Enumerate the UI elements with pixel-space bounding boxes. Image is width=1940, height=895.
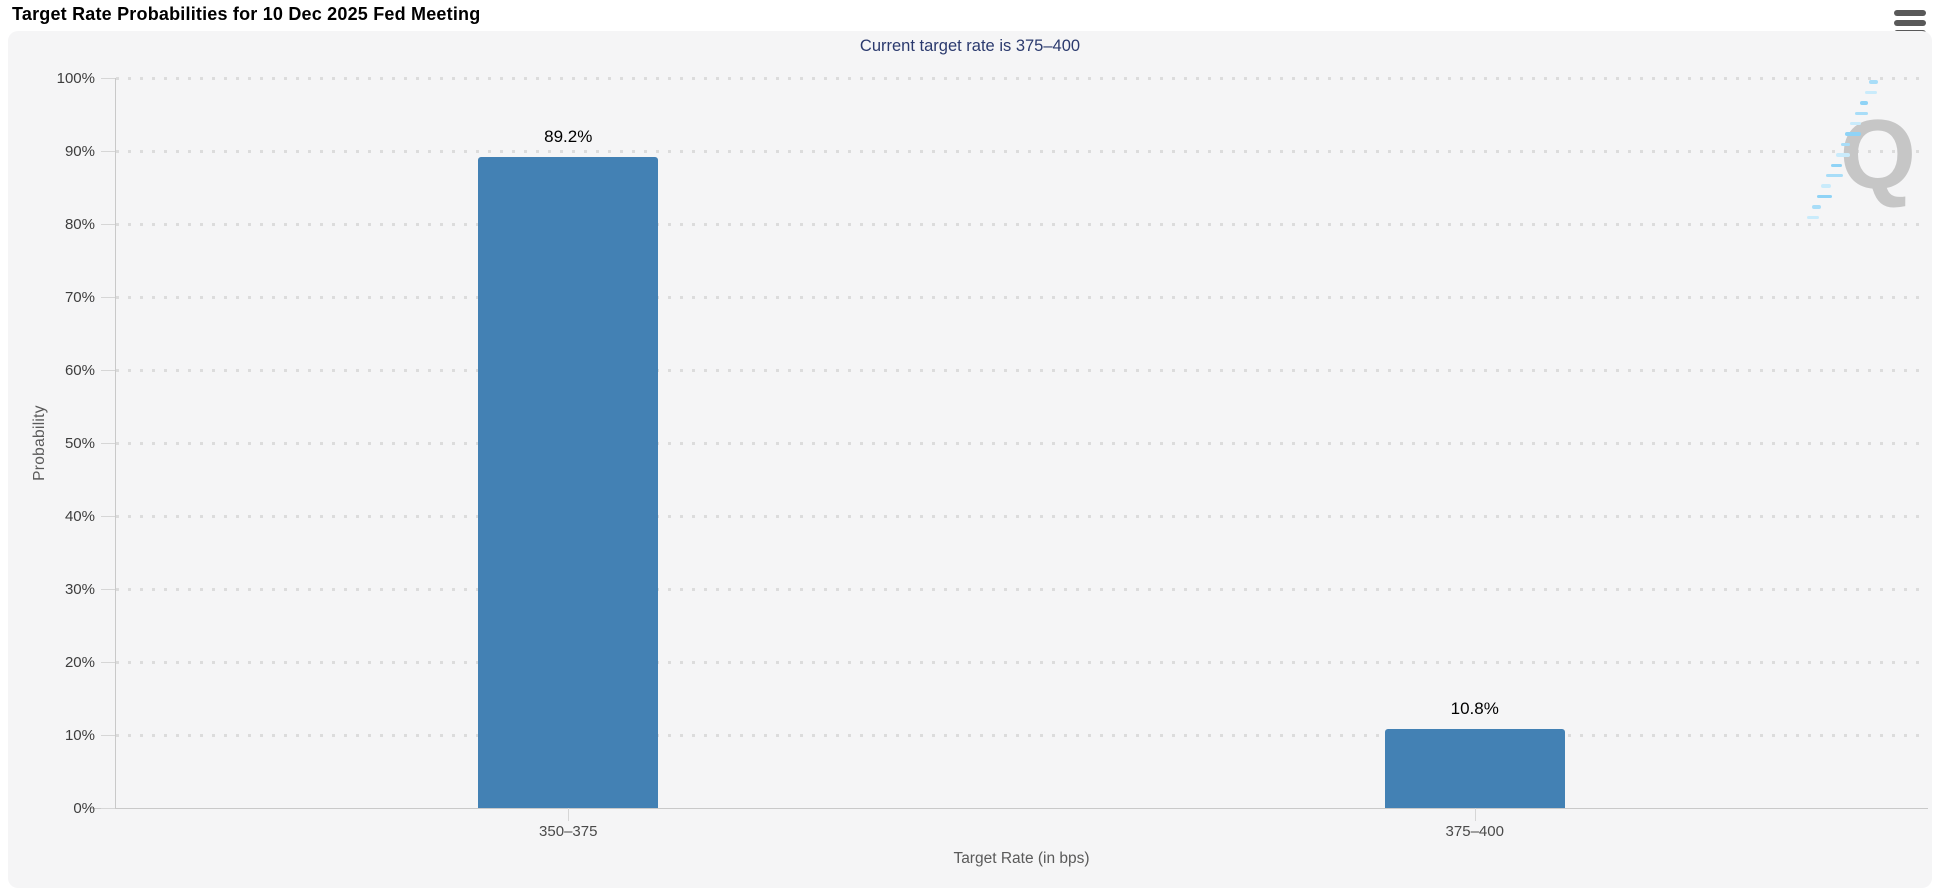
- y-gridline: [116, 296, 1928, 299]
- y-axis-tick: [101, 515, 115, 517]
- y-gridline: [116, 442, 1928, 445]
- y-tick-label: 70%: [64, 289, 95, 306]
- chart-subtitle: Current target rate is 375–400: [859, 37, 1081, 55]
- y-tick-label: 30%: [64, 581, 95, 598]
- x-category-label: 375–400: [1445, 823, 1504, 840]
- x-axis-tick: [568, 808, 570, 821]
- y-axis-tick: [101, 150, 115, 152]
- y-axis-tick: [101, 807, 115, 809]
- y-gridline: [116, 223, 1928, 226]
- hamburger-menu-icon: [1894, 20, 1926, 26]
- y-gridline: [116, 150, 1928, 153]
- bar-value-label: 89.2%: [544, 126, 593, 146]
- probability-bar: [1384, 729, 1565, 808]
- y-axis-tick: [101, 734, 115, 736]
- y-axis-tick: [101, 77, 115, 79]
- y-tick-label: 50%: [64, 435, 95, 452]
- x-axis-title: Target Rate (in bps): [953, 850, 1090, 867]
- chart-panel: Current target rate is 375–400 Probabili…: [8, 31, 1932, 888]
- y-axis-line: [115, 78, 116, 808]
- hamburger-menu-icon: [1894, 10, 1926, 16]
- y-gridline: [116, 588, 1928, 591]
- y-tick-label: 0%: [73, 800, 95, 817]
- y-gridline: [116, 369, 1928, 372]
- y-axis-tick: [101, 296, 115, 298]
- x-axis-tick: [1474, 808, 1476, 821]
- y-tick-label: 90%: [64, 143, 95, 160]
- y-tick-label: 60%: [64, 362, 95, 379]
- y-axis-tick: [101, 223, 115, 225]
- bar-value-label: 10.8%: [1450, 699, 1499, 719]
- x-category-label: 350–375: [539, 823, 598, 840]
- probability-bar: [478, 156, 659, 808]
- y-tick-label: 20%: [64, 654, 95, 671]
- y-tick-label: 40%: [64, 508, 95, 525]
- y-axis-tick: [101, 661, 115, 663]
- y-axis-tick: [101, 442, 115, 444]
- y-tick-label: 80%: [64, 216, 95, 233]
- y-tick-label: 10%: [64, 727, 95, 744]
- plot-area: Probability Target Rate (in bps) 0% 10% 20…: [31, 70, 1928, 867]
- y-tick-label: 100%: [56, 70, 95, 87]
- y-gridline: [116, 77, 1928, 80]
- y-axis-tick: [101, 588, 115, 590]
- x-axis-line: [90, 808, 1928, 809]
- page-title: Target Rate Probabilities for 10 Dec 202…: [12, 4, 481, 24]
- y-gridline: [116, 661, 1928, 664]
- y-gridline: [116, 515, 1928, 518]
- y-gridline: [116, 734, 1928, 737]
- y-axis-tick: [101, 369, 115, 371]
